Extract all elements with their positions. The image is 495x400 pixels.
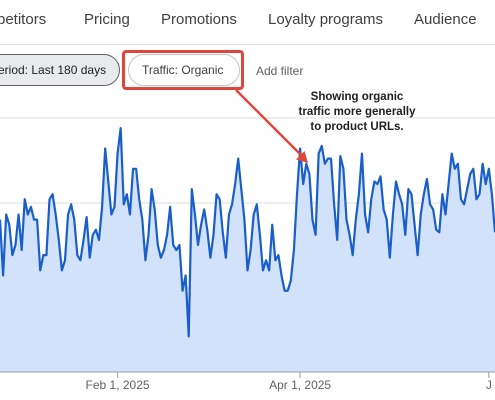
series-area (0, 128, 495, 372)
period-filter-chip[interactable]: eriod: Last 180 days (0, 54, 120, 86)
annotation-line-1: Showing organic (310, 91, 404, 103)
add-filter-button[interactable]: Add filter (256, 64, 304, 78)
x-tick-label: Feb 1, 2025 (86, 378, 150, 392)
tab-promotions[interactable]: Promotions (161, 11, 237, 28)
annotation-highlight-box (122, 50, 244, 90)
series-line (0, 127, 495, 338)
annotation-text: Showing organic traffic more generally t… (282, 90, 432, 135)
annotation-arrow-line (235, 89, 305, 159)
x-tick-label: Apr 1, 2025 (269, 378, 331, 392)
tab-loyalty-programs[interactable]: Loyalty programs (268, 11, 384, 28)
annotation-line-2: traffic more generally (298, 106, 416, 118)
traffic-filter-chip[interactable]: Traffic: Organic (128, 54, 240, 86)
x-tick-label: J (486, 378, 492, 392)
tab-bar-divider (0, 44, 495, 45)
annotation-arrow-head (296, 150, 308, 163)
tab-audience[interactable]: Audience (414, 11, 477, 28)
top-tab-bar: petitors Pricing Promotions Loyalty prog… (0, 0, 495, 44)
tab-pricing[interactable]: Pricing (84, 11, 130, 28)
annotation-line-3: to product URLs. (310, 121, 404, 133)
tab-competitors[interactable]: petitors (0, 11, 47, 28)
